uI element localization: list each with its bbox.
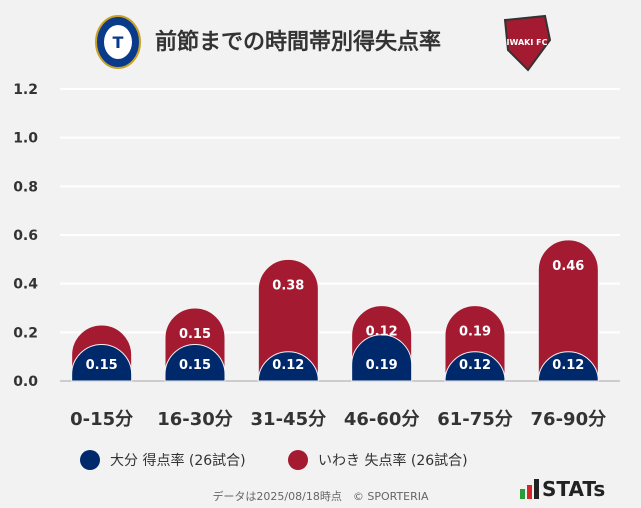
y-tick-label: 0.8 — [13, 179, 38, 195]
data-label-iwaki: 0.46 — [552, 259, 584, 274]
bar-iwaki — [537, 239, 599, 382]
bar-iwaki — [257, 258, 319, 382]
y-tick-label: 1.2 — [13, 82, 38, 98]
y-tick-label: 0.4 — [13, 277, 38, 293]
brand-text: STATs — [542, 477, 606, 501]
x-tick-label: 31-45分 — [251, 409, 327, 430]
y-tick-label: 1.0 — [13, 131, 38, 147]
iwaki-logo: IWAKI FC — [503, 14, 552, 72]
bar-oita — [164, 344, 226, 382]
data-label-oita: 0.12 — [552, 358, 584, 373]
x-tick-label: 16-30分 — [157, 409, 233, 430]
svg-text:T: T — [113, 33, 124, 52]
data-label-oita: 0.12 — [272, 358, 304, 373]
legend-item-iwaki: いわき 失点率 (26試合) — [288, 450, 468, 470]
legend-swatch — [288, 450, 308, 470]
x-tick-label: 76-90分 — [531, 409, 607, 430]
svg-text:IWAKI FC: IWAKI FC — [507, 38, 548, 47]
x-tick-label: 0-15分 — [70, 409, 133, 430]
data-label-oita: 0.12 — [459, 358, 491, 373]
stats-logo-icon — [520, 479, 539, 499]
data-label-oita: 0.15 — [179, 358, 211, 373]
legend-label: いわき 失点率 (26試合) — [318, 453, 468, 469]
data-label-oita: 0.15 — [86, 358, 118, 373]
legend-label: 大分 得点率 (26試合) — [110, 453, 246, 469]
y-tick-label: 0.2 — [13, 325, 38, 341]
data-label-oita: 0.19 — [366, 358, 398, 373]
footer-note: データは2025/08/18時点 © SPORTERIA — [212, 490, 429, 503]
bar-oita — [257, 351, 319, 382]
data-label-iwaki: 0.12 — [366, 325, 398, 340]
data-label-iwaki: 0.19 — [459, 325, 491, 340]
legend-swatch — [80, 450, 100, 470]
y-tick-label: 0.6 — [13, 228, 38, 244]
data-label-iwaki: 0.15 — [179, 327, 211, 342]
x-tick-label: 46-60分 — [344, 409, 420, 430]
bar-oita — [537, 351, 599, 382]
bar-oita — [71, 344, 133, 382]
y-tick-label: 0.0 — [13, 374, 38, 390]
bar-oita — [444, 351, 506, 382]
chart-title: 前節までの時間帯別得失点率 — [155, 30, 442, 55]
oita-logo: T — [95, 15, 141, 69]
stats-brand: STATs — [520, 477, 605, 501]
data-label-iwaki: 0.38 — [272, 278, 304, 293]
x-tick-label: 61-75分 — [437, 409, 513, 430]
bar-oita — [351, 334, 413, 382]
legend-item-oita: 大分 得点率 (26試合) — [80, 450, 246, 470]
